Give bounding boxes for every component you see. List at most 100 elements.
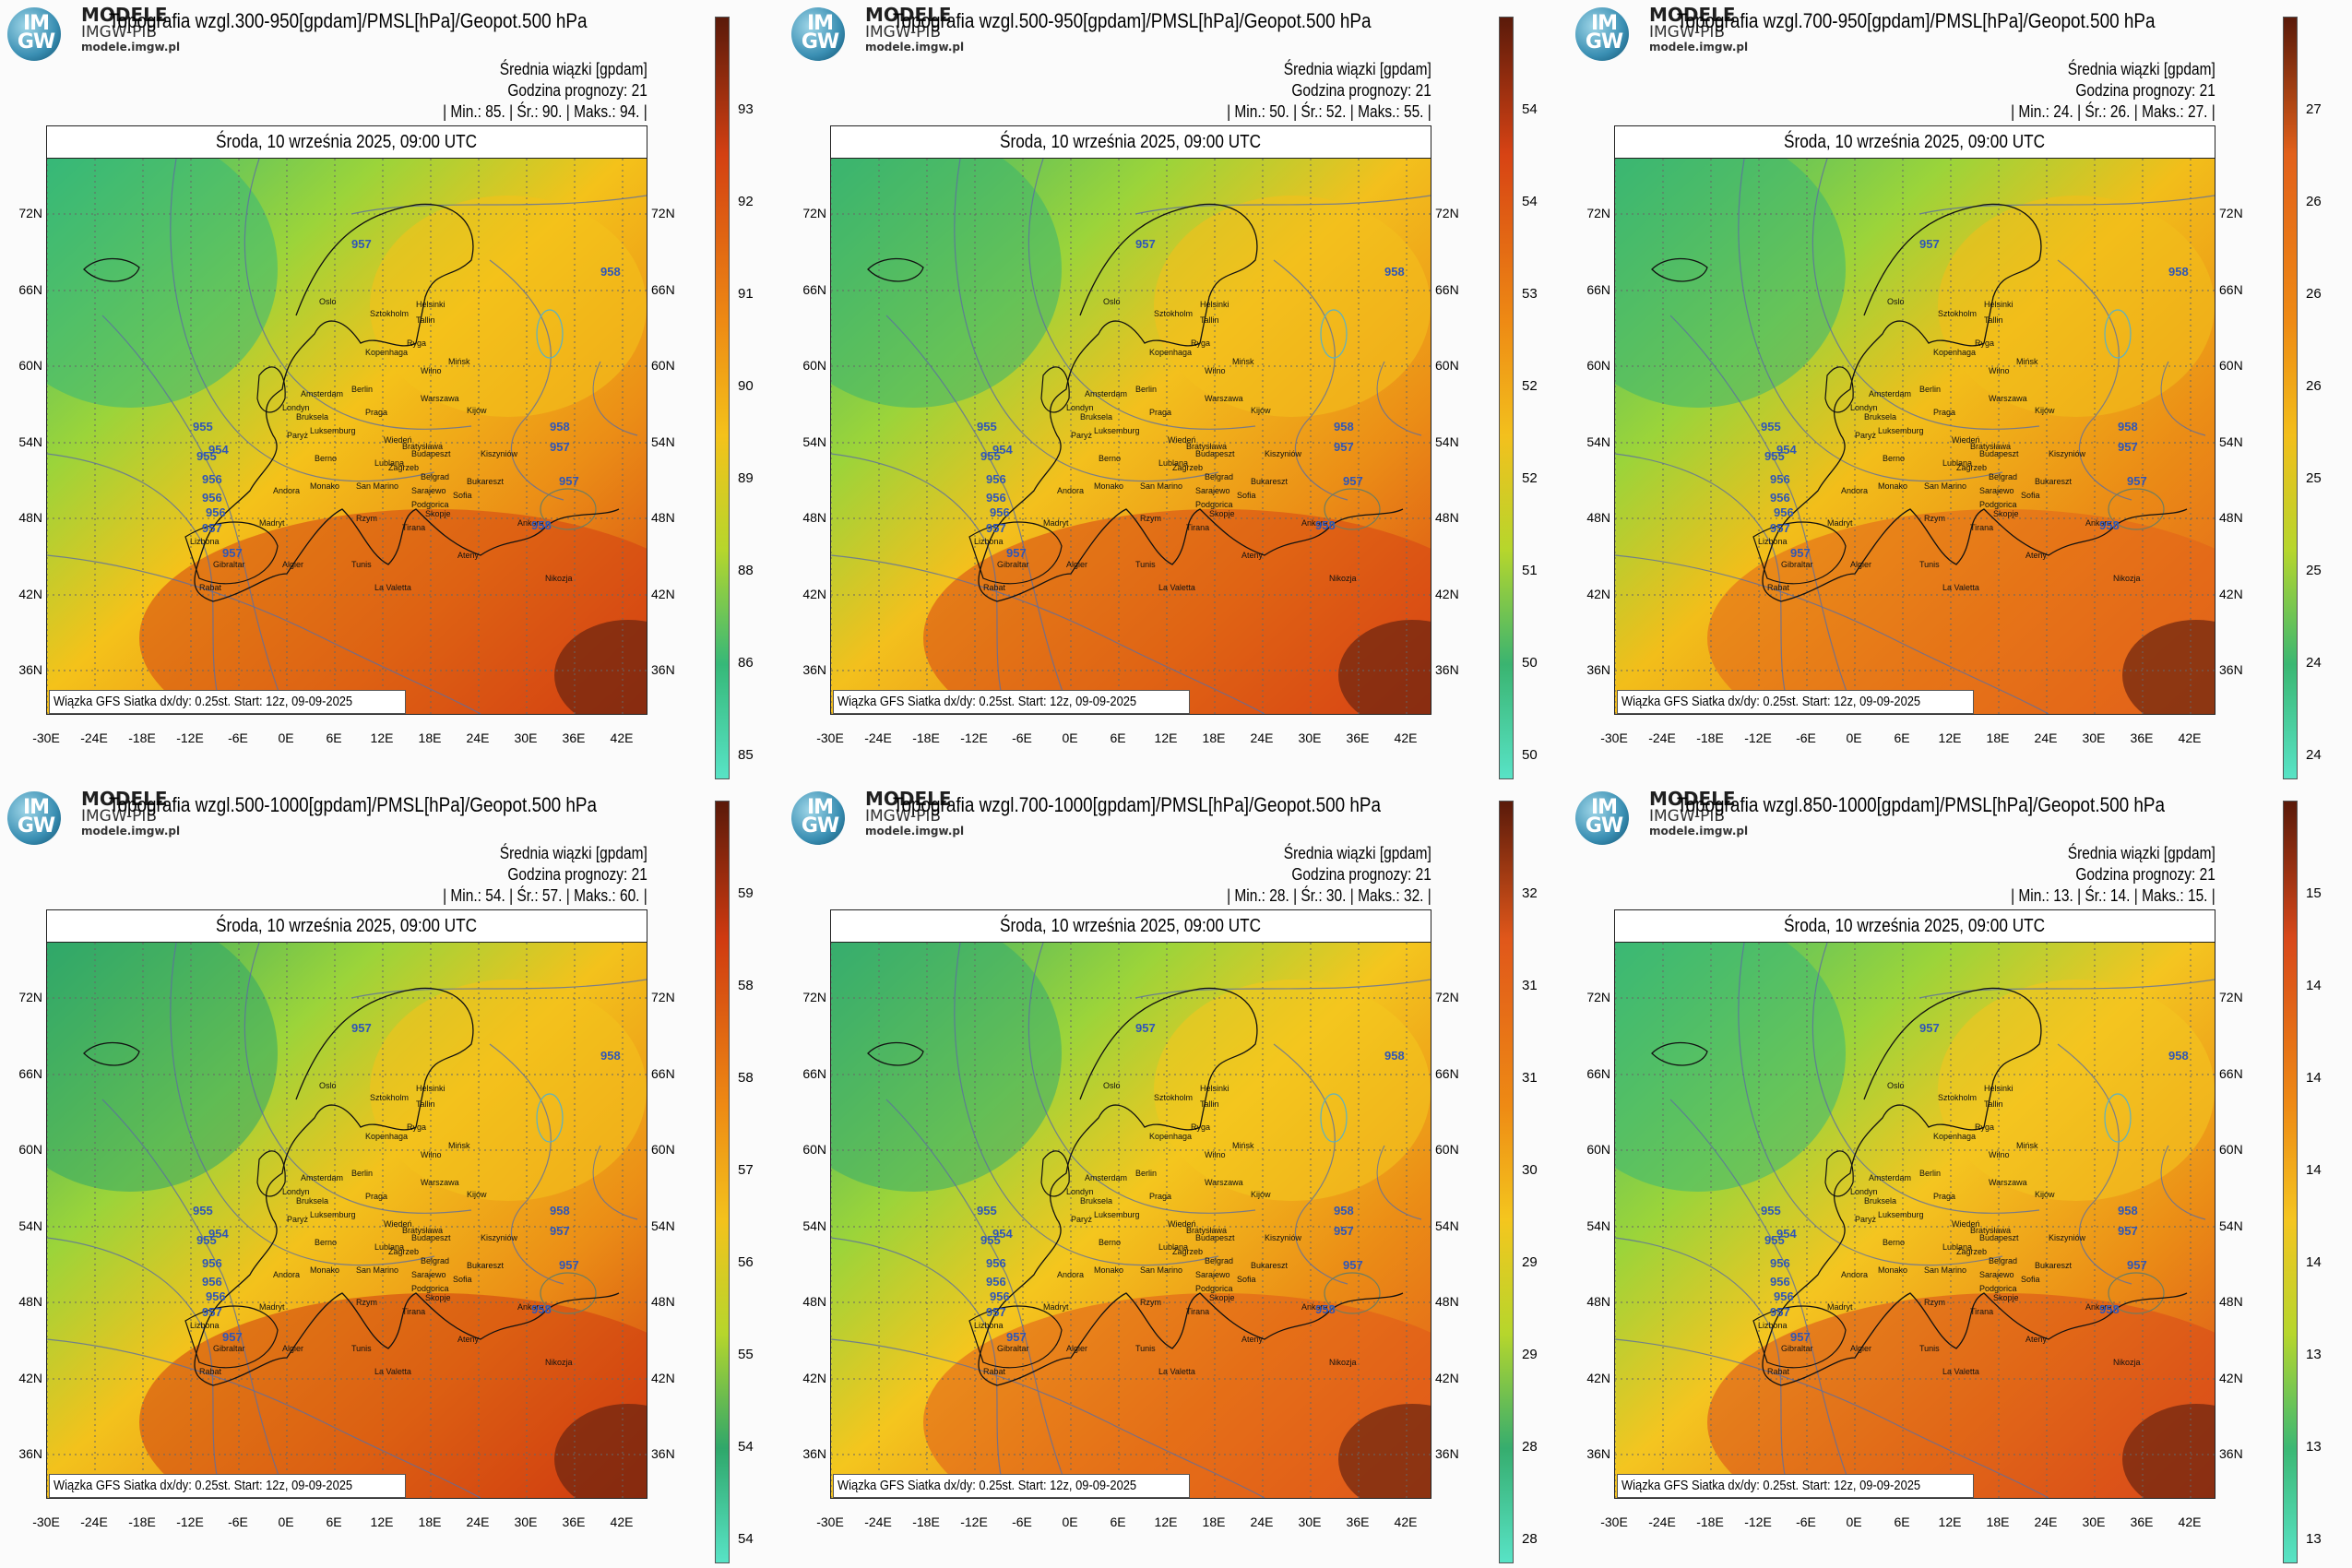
- city-label: Algier: [282, 560, 304, 569]
- lon-label: -12E: [960, 731, 988, 745]
- credit-text: Wiązka GFS Siatka dx/dy: 0.25st. Start: …: [53, 694, 353, 709]
- colorbar-tick: 91: [738, 286, 754, 302]
- city-label: Sarajewo: [1979, 486, 2014, 495]
- brand-institute: IMGW-PIB: [865, 807, 942, 826]
- colorbar-tick: 55: [738, 1347, 754, 1362]
- city-label: Zagrzeb: [1956, 1247, 1988, 1256]
- isobar-label: 956: [1770, 491, 1790, 505]
- city-label: Warszawa: [1205, 1178, 1243, 1187]
- isobar-label: 957: [351, 1021, 372, 1035]
- lon-label: 12E: [370, 1515, 394, 1529]
- map-frame: Środa, 10 września 2025, 09:00 UTC Oslo Sz…: [0, 125, 730, 767]
- city-label: Ateny: [2025, 1335, 2048, 1344]
- city-label: Lizbona: [190, 1321, 220, 1330]
- city-label: Gibraltar: [1781, 1344, 1813, 1353]
- logo-text: IM GW: [801, 796, 839, 837]
- isobar-label: 958: [2099, 518, 2120, 532]
- city-label: Kiszyniów: [2049, 1233, 2086, 1242]
- brand-institute: IMGW-PIB: [865, 23, 942, 42]
- colorbar-tick: 58: [738, 978, 754, 993]
- isobar-label: 956: [990, 505, 1010, 519]
- city-label: Rabat: [983, 1367, 1006, 1376]
- field-map: [1568, 131, 2298, 767]
- isobar-label: 958: [2118, 1204, 2138, 1218]
- lat-label-left: 48N: [802, 1294, 826, 1309]
- isobar-label: 958: [550, 420, 570, 434]
- city-label: Podgorica: [1979, 500, 2017, 509]
- stats-line: | Min.: 50. | Śr.: 52. | Maks.: 55. |: [1227, 102, 1431, 121]
- colorbar-tick: 54: [738, 1439, 754, 1455]
- city-label: Bratysława: [1970, 442, 2012, 451]
- colorbar-tick: 28: [1522, 1531, 1538, 1547]
- map-area: Oslo Sztokholm Helsinki Tallin Ryga Kopenhaga…: [0, 131, 730, 767]
- credit-text: Wiązka GFS Siatka dx/dy: 0.25st. Start: …: [1621, 1478, 1921, 1493]
- map-area: Oslo Sztokholm Helsinki Tallin Ryga Kopenhaga…: [1568, 131, 2298, 767]
- city-label: Andora: [1841, 486, 1869, 495]
- lon-label: 24E: [2034, 1515, 2058, 1529]
- city-label: Berlin: [1919, 1169, 1942, 1178]
- brand-block: MODELE IMGW-PIB modele.imgw.pl: [865, 6, 964, 53]
- city-label: Lublana: [1942, 458, 1973, 468]
- lat-label-left: 42N: [1586, 1371, 1610, 1385]
- lat-label-left: 42N: [802, 587, 826, 601]
- map-info: Średnia wiązki [gpdam] Godzina prognozy: …: [1227, 843, 1431, 907]
- lon-label: 36E: [2130, 731, 2154, 745]
- city-label: Nikozja: [545, 1358, 573, 1367]
- date-bar: Środa, 10 września 2025, 09:00 UTC: [47, 910, 647, 943]
- lat-label-left: 42N: [1586, 587, 1610, 601]
- isobar: [101, 315, 288, 715]
- lat-label-right: 72N: [651, 990, 675, 1004]
- city-label: Tunis: [1919, 1344, 1940, 1353]
- colorbar-tick: 14: [2306, 1070, 2322, 1086]
- city-label: Budapeszt: [1195, 1233, 1235, 1242]
- city-label: Podgorica: [1195, 500, 1233, 509]
- imgw-logo: IM GW: [791, 7, 850, 61]
- lon-label: 6E: [1110, 1515, 1126, 1529]
- city-label: Rzym: [1140, 1298, 1161, 1307]
- lon-label: 30E: [514, 731, 538, 745]
- lon-label: -6E: [228, 731, 248, 745]
- city-label: Sarajewo: [1195, 1270, 1230, 1279]
- city-label: Belgrad: [421, 472, 450, 481]
- colorbar-tick: 92: [738, 194, 754, 209]
- colorbar-tick: 26: [2306, 286, 2322, 302]
- city-label: Algier: [1850, 560, 1872, 569]
- lat-label-left: 48N: [18, 510, 42, 525]
- yellow-region: [1938, 980, 2215, 1201]
- brand-name: MODELE: [1649, 788, 1736, 810]
- lat-label-right: 54N: [2219, 1218, 2243, 1233]
- city-label: Wiedeń: [1952, 1219, 1980, 1229]
- city-label: Berno: [315, 1238, 338, 1247]
- yellow-region: [1938, 196, 2215, 417]
- map-panel: IM GW MODELE IMGW-PIB modele.imgw.pl Topogra…: [784, 784, 1568, 1568]
- forecast-hour: Godzina prognozy: 21: [1291, 865, 1431, 884]
- colorbar-tick: 27: [2306, 101, 2322, 117]
- lat-label-left: 60N: [1586, 358, 1610, 373]
- lon-label: 42E: [2178, 1515, 2202, 1529]
- britain-outline: [1040, 366, 1070, 413]
- isobar-label: 955: [1761, 1204, 1781, 1218]
- city-label: Ankara: [2085, 1302, 2112, 1312]
- city-label: Londyn: [1066, 1187, 1094, 1196]
- isobar-label: 957: [2127, 1258, 2147, 1272]
- city-label: Berno: [1099, 1238, 1122, 1247]
- lat-label-left: 72N: [1586, 990, 1610, 1004]
- brand-name: MODELE: [865, 788, 952, 810]
- yellow-region: [370, 196, 647, 417]
- lon-label: 12E: [1938, 731, 1962, 745]
- lat-label-right: 66N: [1435, 282, 1459, 297]
- colorbar-tick: 50: [1522, 747, 1538, 763]
- lon-label: 18E: [1202, 1515, 1226, 1529]
- city-label: Bruksela: [1864, 1196, 1897, 1206]
- model-credit: Wiązka GFS Siatka dx/dy: 0.25st. Start: …: [833, 1474, 1190, 1498]
- city-label: Tallin: [1200, 315, 1219, 325]
- isobar: [350, 195, 647, 215]
- coastline: [194, 203, 620, 602]
- city-label: Paryż: [1071, 431, 1093, 440]
- subtitle: Średnia wiązki [gpdam]: [2067, 844, 2215, 862]
- city-label: Warszawa: [421, 1178, 459, 1187]
- lat-label-right: 42N: [1435, 1371, 1459, 1385]
- isobar-label: 958: [600, 1049, 621, 1063]
- city-label: Nikozja: [545, 574, 573, 583]
- city-label: Lizbona: [974, 537, 1004, 546]
